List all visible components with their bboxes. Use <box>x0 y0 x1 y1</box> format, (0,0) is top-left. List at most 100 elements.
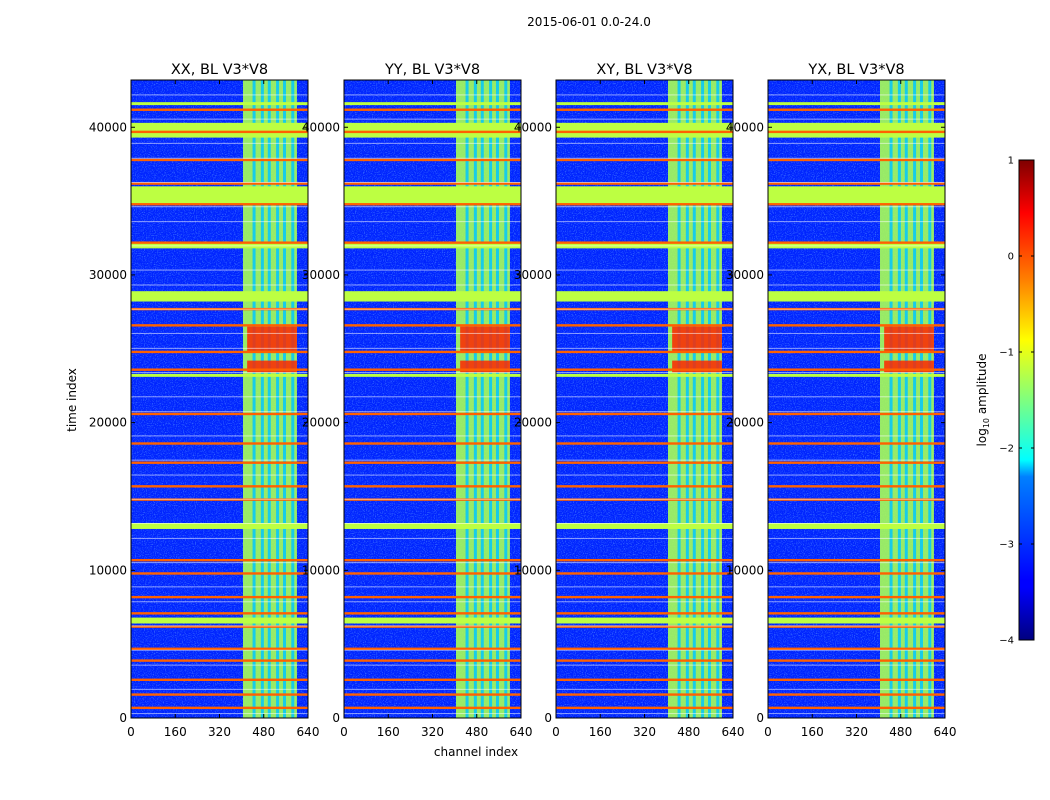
flagged-row <box>556 572 733 575</box>
flagged-row <box>344 706 521 710</box>
row-gap <box>131 601 308 603</box>
row-gap <box>556 562 733 564</box>
row-gap <box>768 435 945 437</box>
axis-labels: channel index time index <box>65 368 518 759</box>
y-tick-label: 40000 <box>726 120 764 134</box>
x-tick-label: 480 <box>677 725 700 739</box>
flagged-row <box>556 647 733 650</box>
x-tick-label: 320 <box>208 725 231 739</box>
y-tick-label: 10000 <box>514 563 552 577</box>
row-gap <box>768 332 945 334</box>
panel-title: YX, BL V3*V8 <box>807 62 904 78</box>
band-gap <box>692 80 696 718</box>
row-gap <box>131 245 308 247</box>
heatmap <box>131 80 308 718</box>
band-gap <box>504 80 508 718</box>
flagged-row <box>344 678 521 682</box>
flagged-row <box>344 108 521 111</box>
x-tick-label: 640 <box>722 725 745 739</box>
band-gap <box>473 80 477 718</box>
row-gap <box>131 586 308 588</box>
row-gap <box>131 474 308 476</box>
flagged-block <box>131 523 308 529</box>
panel-title: XY, BL V3*V8 <box>596 62 692 78</box>
flagged-block <box>344 102 521 106</box>
row-gap <box>556 688 733 690</box>
flagged-block <box>556 373 733 377</box>
row-gap <box>131 308 308 310</box>
row-gap <box>344 522 521 524</box>
flagged-row <box>344 572 521 575</box>
flagged-row <box>344 485 521 488</box>
row-gap <box>556 537 733 539</box>
y-axis-label: time index <box>65 368 79 432</box>
flagged-row <box>556 558 733 562</box>
flagged-row <box>131 350 308 354</box>
panel-xx: XX, BL V3*V8 0 160 320 480 640 0 10000 20000 3000… <box>89 62 320 739</box>
row-gap <box>556 372 733 374</box>
row-gap <box>768 94 945 96</box>
heatmap <box>344 80 521 718</box>
x-tick-label: 320 <box>845 725 868 739</box>
row-gap <box>768 688 945 690</box>
row-gap <box>556 649 733 651</box>
flagged-row <box>768 108 945 111</box>
flagged-row <box>556 350 733 354</box>
row-gap <box>768 664 945 666</box>
flagged-block <box>344 186 521 205</box>
flagged-row <box>131 595 308 599</box>
flagged-row <box>344 203 521 206</box>
row-gap <box>768 221 945 223</box>
row-gap <box>556 522 733 524</box>
band-gap <box>928 80 932 718</box>
flagged-row <box>768 182 945 185</box>
row-gap <box>131 284 308 286</box>
flagged-row <box>344 158 521 162</box>
flagged-row <box>768 659 945 662</box>
flagged-block <box>344 617 521 624</box>
row-gap <box>344 537 521 539</box>
row-gap <box>344 586 521 588</box>
y-tick-label: 0 <box>332 711 340 725</box>
flagged-row <box>131 558 308 562</box>
flagged-row <box>344 659 521 662</box>
flagged-row <box>556 182 733 185</box>
row-gap <box>768 206 945 208</box>
x-tick-label: 640 <box>510 725 533 739</box>
row-gap <box>768 498 945 500</box>
row-gap <box>131 221 308 223</box>
x-tick-label: 0 <box>764 725 772 739</box>
x-tick-label: 0 <box>127 725 135 739</box>
row-gap <box>556 245 733 247</box>
flagged-row <box>344 350 521 354</box>
row-gap <box>556 206 733 208</box>
heatmap <box>556 80 733 718</box>
flagged-block <box>344 523 521 529</box>
row-gap <box>131 435 308 437</box>
x-tick-label: 480 <box>889 725 912 739</box>
colorbar-label: log10 amplitude <box>975 354 991 447</box>
flagged-row <box>344 612 521 615</box>
row-gap <box>768 372 945 374</box>
flagged-row <box>131 203 308 206</box>
flagged-row <box>131 182 308 185</box>
band-gap <box>904 80 908 718</box>
flagged-row <box>344 182 521 185</box>
row-gap <box>344 269 521 271</box>
panels: XX, BL V3*V8 0 160 320 480 640 0 10000 20000 3000… <box>89 62 957 739</box>
figure-title: 2015-06-01 0.0-24.0 <box>527 15 651 29</box>
y-tick-label: 0 <box>119 711 127 725</box>
x-tick-label: 320 <box>421 725 444 739</box>
row-gap <box>768 269 945 271</box>
row-gap <box>131 664 308 666</box>
flagged-row <box>131 706 308 710</box>
row-gap <box>131 118 308 120</box>
x-tick-label: 480 <box>252 725 275 739</box>
row-gap <box>131 498 308 500</box>
row-gap <box>344 562 521 564</box>
flagged-row <box>131 625 308 628</box>
flagged-row <box>768 324 945 327</box>
row-gap <box>344 664 521 666</box>
row-gap <box>131 347 308 349</box>
